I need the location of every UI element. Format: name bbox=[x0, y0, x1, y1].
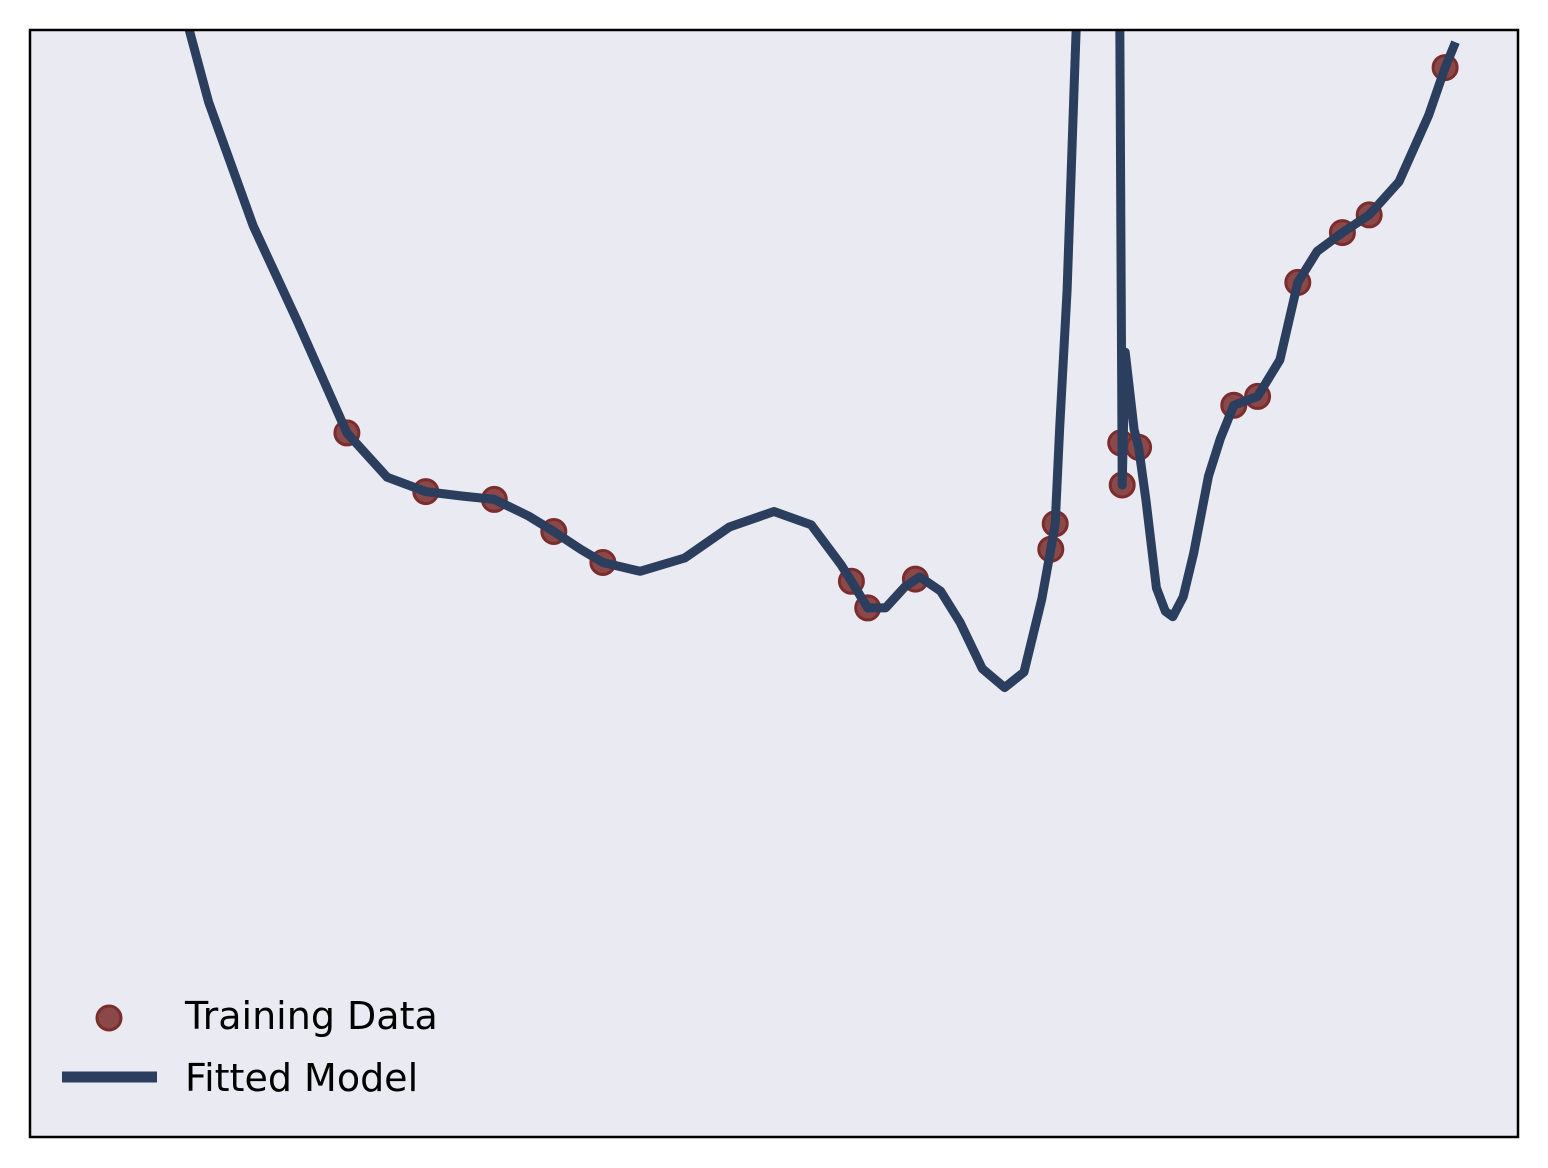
legend-marker-training-data bbox=[95, 1004, 123, 1032]
legend-label-fitted-model: Fitted Model bbox=[185, 1056, 418, 1100]
legend-label-training-data: Training Data bbox=[184, 994, 438, 1038]
fitted-model-line bbox=[184, 30, 1460, 693]
plot-frame bbox=[28, 28, 1520, 1139]
legend: Training Data Fitted Model bbox=[62, 994, 438, 1100]
plot-background bbox=[30, 30, 1518, 1137]
plot-area bbox=[184, 30, 1460, 693]
